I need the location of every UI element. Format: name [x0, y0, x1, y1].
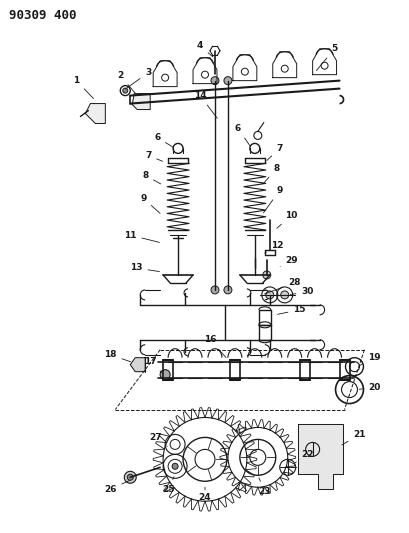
Circle shape: [127, 474, 133, 480]
Text: 1: 1: [73, 76, 94, 99]
Circle shape: [211, 77, 219, 85]
Text: 20: 20: [359, 383, 381, 392]
Text: 12: 12: [265, 240, 284, 253]
Text: 28: 28: [264, 278, 301, 294]
Text: 25: 25: [162, 477, 174, 494]
Text: 24: 24: [199, 487, 211, 502]
Text: 26: 26: [104, 480, 130, 494]
Text: 14: 14: [194, 91, 217, 118]
Text: 11: 11: [124, 231, 160, 243]
Text: 2: 2: [117, 71, 135, 93]
Text: 21: 21: [342, 430, 366, 445]
Text: 3: 3: [126, 68, 151, 89]
Circle shape: [266, 291, 274, 299]
Text: 4: 4: [197, 41, 213, 57]
Circle shape: [263, 271, 271, 279]
Text: 6: 6: [235, 124, 250, 146]
Text: 6: 6: [154, 133, 173, 147]
Circle shape: [224, 77, 232, 85]
Polygon shape: [85, 103, 106, 124]
Text: 19: 19: [360, 353, 381, 365]
Text: 27: 27: [149, 433, 167, 446]
Circle shape: [172, 463, 178, 470]
Text: 7: 7: [267, 144, 283, 160]
Circle shape: [160, 370, 170, 379]
Polygon shape: [130, 358, 145, 372]
Polygon shape: [132, 94, 150, 110]
Text: 8: 8: [264, 164, 280, 183]
Text: 15: 15: [277, 305, 306, 314]
Text: 9: 9: [263, 186, 283, 213]
Text: 13: 13: [130, 263, 160, 272]
Text: 30: 30: [290, 287, 314, 296]
Circle shape: [211, 286, 219, 294]
Text: 10: 10: [277, 211, 298, 228]
Text: 18: 18: [104, 350, 130, 362]
Text: 16: 16: [204, 335, 226, 358]
Circle shape: [224, 286, 232, 294]
Text: 22: 22: [295, 450, 314, 463]
Text: 17: 17: [144, 357, 162, 373]
Polygon shape: [298, 424, 342, 489]
Text: 9: 9: [140, 193, 160, 213]
Text: 29: 29: [280, 255, 298, 266]
Circle shape: [124, 471, 136, 483]
Circle shape: [281, 291, 289, 299]
Text: 7: 7: [145, 151, 162, 161]
Text: 5: 5: [317, 44, 338, 70]
Text: 8: 8: [142, 171, 161, 184]
Circle shape: [123, 88, 128, 93]
Text: 23: 23: [258, 478, 271, 496]
Text: 90309 400: 90309 400: [9, 9, 76, 22]
